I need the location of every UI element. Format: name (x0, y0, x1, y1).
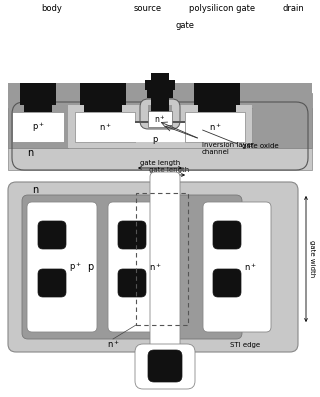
Bar (80, 83, 126, 105)
Text: n$^+$: n$^+$ (99, 121, 111, 133)
Bar (151, 73, 169, 83)
Text: p$^+$: p$^+$ (68, 260, 82, 274)
Text: drain: drain (282, 4, 304, 13)
FancyBboxPatch shape (213, 269, 241, 297)
Bar (198, 105, 236, 112)
FancyBboxPatch shape (150, 172, 180, 352)
FancyBboxPatch shape (8, 182, 298, 352)
Bar (8, 108, 312, 148)
Text: n: n (32, 185, 38, 195)
Text: n: n (27, 148, 33, 158)
FancyBboxPatch shape (22, 195, 242, 339)
Text: n$^+$: n$^+$ (107, 338, 119, 350)
FancyBboxPatch shape (38, 221, 66, 249)
Text: n$^+$: n$^+$ (244, 261, 256, 273)
Bar (147, 83, 173, 98)
Bar (75, 112, 135, 142)
FancyBboxPatch shape (38, 269, 66, 297)
Bar (185, 112, 245, 142)
FancyBboxPatch shape (108, 202, 176, 332)
Text: p: p (87, 262, 93, 272)
Bar (8, 83, 312, 105)
Bar (252, 93, 312, 148)
FancyBboxPatch shape (148, 350, 182, 382)
Text: polysilicon gate: polysilicon gate (189, 4, 255, 13)
Bar (68, 105, 252, 148)
Text: n$^+$: n$^+$ (209, 121, 221, 133)
Bar (148, 111, 172, 127)
Text: source: source (134, 4, 162, 13)
Bar (20, 83, 56, 105)
FancyBboxPatch shape (27, 202, 97, 332)
Text: gate width: gate width (309, 240, 315, 278)
Text: p$^+$: p$^+$ (32, 120, 44, 134)
Text: inversion layer
channel: inversion layer channel (202, 142, 254, 155)
Bar (12, 112, 64, 142)
Bar (136, 193, 188, 325)
Bar (84, 105, 122, 112)
FancyBboxPatch shape (118, 221, 146, 249)
Bar (135, 122, 185, 142)
Bar (8, 93, 68, 148)
Bar (151, 92, 169, 112)
Text: gate: gate (175, 21, 195, 30)
Text: gate length: gate length (140, 160, 180, 166)
FancyBboxPatch shape (203, 202, 271, 332)
Text: body: body (42, 4, 62, 13)
FancyBboxPatch shape (140, 99, 180, 129)
Text: gate length: gate length (149, 167, 189, 173)
Text: n$^+$: n$^+$ (148, 261, 162, 273)
Bar (148, 105, 172, 117)
Text: n$^+$: n$^+$ (154, 113, 166, 125)
Text: p: p (152, 135, 158, 145)
Bar (135, 121, 185, 123)
Bar (24, 105, 52, 112)
Bar (145, 80, 175, 90)
FancyBboxPatch shape (135, 344, 195, 389)
Bar (0, 0, 320, 172)
Text: gate oxide: gate oxide (242, 143, 279, 149)
FancyBboxPatch shape (213, 221, 241, 249)
Text: STI edge: STI edge (230, 342, 260, 348)
Bar (194, 83, 240, 105)
FancyBboxPatch shape (118, 269, 146, 297)
Bar (8, 148, 312, 170)
